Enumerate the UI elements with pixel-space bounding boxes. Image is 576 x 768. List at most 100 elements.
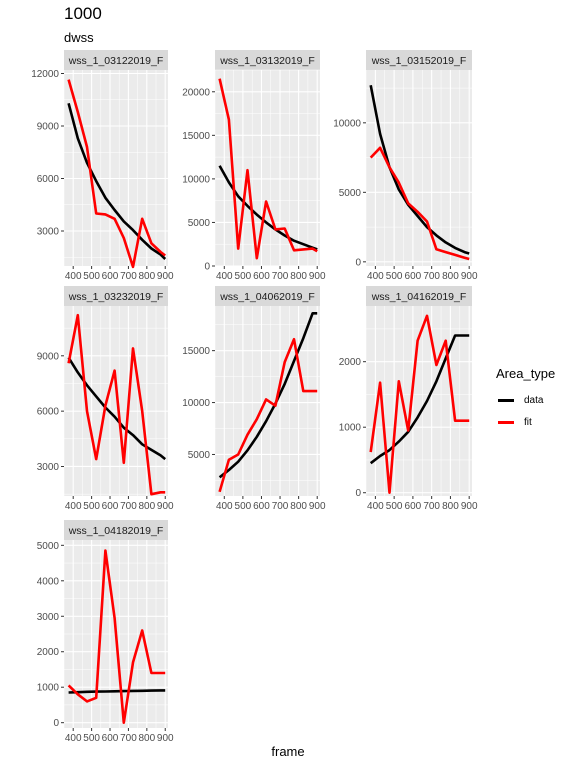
y-tick-label: 5000: [339, 188, 362, 199]
x-tick-label: 700: [272, 501, 289, 512]
y-tick-label: 6000: [37, 407, 60, 418]
series-line-fit: [67, 79, 166, 269]
x-tick-label: 900: [157, 733, 174, 744]
legend-label-data: data: [524, 394, 544, 406]
x-tick-label: 700: [120, 501, 137, 512]
x-tick-label: 400: [65, 501, 82, 512]
x-tick-label: 500: [83, 501, 100, 512]
legend-key-fit: [496, 412, 516, 432]
y-tick-label: 10000: [333, 118, 361, 129]
y-tick-label: 10000: [182, 174, 210, 185]
legend-item-data: data: [496, 389, 555, 411]
x-tick-label: 900: [309, 271, 326, 282]
facet-panel-6: wss_1_04162019_F 0 1000 2000 400 500 600 700 800…: [339, 286, 478, 512]
series-line-fit: [67, 313, 166, 496]
x-tick-label: 500: [235, 271, 252, 282]
y-tick-label: 1000: [37, 683, 60, 694]
x-tick-label: 700: [120, 733, 137, 744]
x-tick-label: 600: [405, 501, 422, 512]
x-tick-label: 800: [442, 501, 459, 512]
x-tick-label: 500: [235, 501, 252, 512]
x-tick-label: 700: [423, 271, 440, 282]
x-tick-label: 400: [65, 271, 82, 282]
y-tick-label: 20000: [182, 87, 210, 98]
y-tick-label: 0: [204, 262, 210, 273]
panel-background: [366, 70, 472, 266]
facet-strip-label: wss_1_03122019_F: [68, 55, 164, 67]
facet-strip-label: wss_1_03232019_F: [68, 291, 164, 303]
series-line-fit: [369, 314, 470, 495]
y-tick-label: 9000: [37, 351, 60, 362]
x-tick-label: 600: [102, 271, 119, 282]
facet-panel-1: wss_1_03122019_F 3000 6000 9000 12000 400 500 6…: [31, 50, 174, 282]
legend-item-fit: fit: [496, 411, 555, 433]
x-tick-label: 600: [102, 501, 119, 512]
legend-key-data: [496, 390, 516, 410]
x-tick-label: 700: [120, 271, 137, 282]
y-tick-label: 0: [355, 257, 361, 268]
x-tick-label: 400: [216, 271, 233, 282]
x-tick-label: 400: [216, 501, 233, 512]
y-tick-label: 3000: [37, 227, 60, 238]
facet-strip: [366, 50, 472, 70]
series-line-fit: [218, 78, 318, 260]
panel-background: [64, 306, 168, 496]
series-line-data: [218, 165, 318, 251]
y-tick-label: 15000: [182, 131, 210, 142]
x-tick-label: 700: [423, 501, 440, 512]
y-tick-label: 0: [53, 718, 59, 729]
facet-strip-label: wss_1_04182019_F: [68, 525, 164, 537]
x-tick-label: 700: [272, 271, 289, 282]
x-tick-label: 800: [290, 501, 307, 512]
x-tick-label: 800: [138, 501, 155, 512]
x-tick-label: 800: [290, 271, 307, 282]
facet-strip-label: wss_1_04062019_F: [219, 291, 315, 303]
series-line-data: [67, 102, 167, 260]
facet-strip-label: wss_1_03152019_F: [371, 55, 467, 67]
x-tick-label: 600: [102, 733, 119, 744]
series-line-fit: [218, 337, 318, 493]
y-tick-label: 15000: [182, 346, 210, 357]
series-line-fit: [67, 549, 166, 725]
y-tick-label: 6000: [37, 174, 60, 185]
facet-strip: [215, 50, 320, 70]
x-tick-label: 400: [367, 501, 384, 512]
y-tick-label: 4000: [37, 576, 60, 587]
y-tick-label: 5000: [188, 450, 211, 461]
y-tick-label: 2000: [339, 357, 362, 368]
x-tick-label: 900: [157, 501, 174, 512]
x-tick-label: 500: [83, 733, 100, 744]
panel-background: [64, 70, 168, 266]
chart-subtitle: dwss: [64, 30, 94, 45]
x-tick-label: 500: [386, 501, 403, 512]
x-tick-label: 600: [405, 271, 422, 282]
facet-strip: [64, 286, 168, 306]
x-tick-label: 900: [157, 271, 174, 282]
x-tick-label: 500: [386, 271, 403, 282]
legend: Area_type data fit: [496, 366, 555, 433]
y-tick-label: 5000: [188, 218, 211, 229]
y-tick-label: 12000: [31, 69, 59, 80]
facet-strip-label: wss_1_03132019_F: [219, 55, 315, 67]
y-tick-label: 3000: [37, 612, 60, 623]
x-tick-label: 800: [442, 271, 459, 282]
y-tick-label: 3000: [37, 462, 60, 473]
x-tick-label: 800: [138, 733, 155, 744]
x-tick-label: 600: [253, 271, 270, 282]
y-tick-label: 5000: [37, 541, 60, 552]
y-tick-label: 1000: [339, 423, 362, 434]
series-line-fit: [369, 146, 470, 261]
facet-strip: [64, 50, 168, 70]
x-tick-label: 900: [461, 501, 478, 512]
facet-panel-3: wss_1_03152019_F 0 5000 10000 400 500 600 700 80…: [333, 50, 478, 282]
legend-label-fit: fit: [524, 416, 532, 428]
y-tick-label: 9000: [37, 122, 60, 133]
facet-strip: [215, 286, 320, 306]
x-tick-label: 500: [83, 271, 100, 282]
facet-panel-2: wss_1_03132019_F 0 5000 10000 15000 20000 400 5…: [182, 50, 326, 282]
y-tick-label: 0: [355, 488, 361, 499]
x-tick-label: 800: [138, 271, 155, 282]
series-line-data: [68, 689, 166, 694]
x-axis-label: frame: [271, 744, 305, 759]
